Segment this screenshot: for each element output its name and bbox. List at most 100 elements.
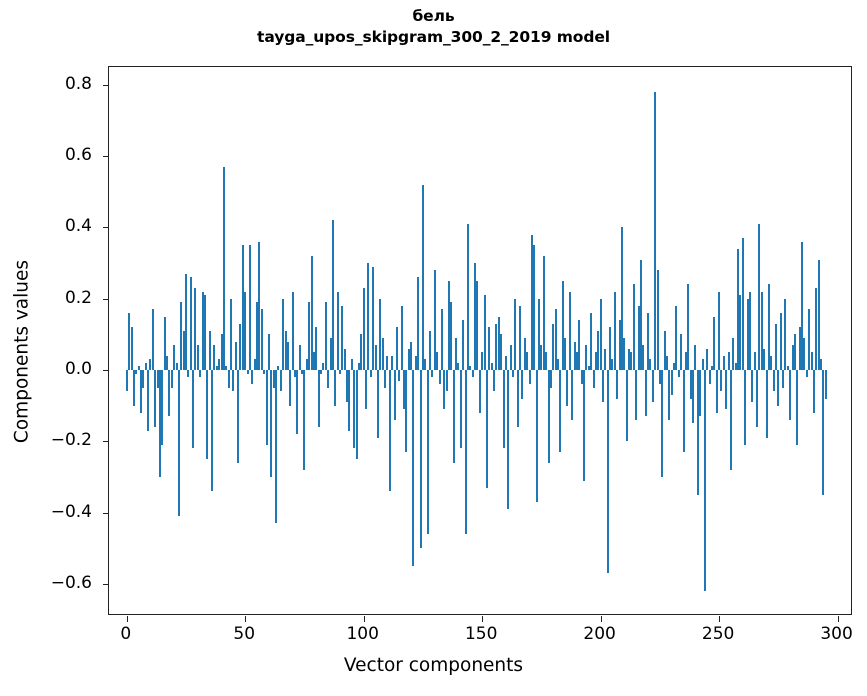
bar xyxy=(597,330,600,370)
x-axis-label: Vector components xyxy=(343,655,524,676)
bar xyxy=(433,270,436,370)
plot-axes xyxy=(103,66,852,622)
bar xyxy=(384,370,387,388)
bar xyxy=(815,288,818,370)
bar xyxy=(777,370,780,406)
bar xyxy=(635,370,638,420)
bar xyxy=(258,241,261,370)
bar xyxy=(320,370,323,374)
bar xyxy=(260,309,263,370)
bar xyxy=(713,316,716,370)
bar xyxy=(168,370,171,417)
x-tick-mark xyxy=(482,616,484,622)
x-tick-mark xyxy=(719,616,721,622)
bar xyxy=(656,270,659,370)
bar xyxy=(628,348,631,370)
bar xyxy=(222,166,225,370)
bar xyxy=(493,370,496,392)
bar xyxy=(677,370,680,378)
bar xyxy=(298,345,301,371)
bar xyxy=(341,305,344,370)
bar xyxy=(602,370,605,403)
bar xyxy=(414,355,417,370)
bar xyxy=(625,370,628,442)
chart-title-line1: бель xyxy=(412,7,455,25)
bar xyxy=(192,370,195,449)
bar xyxy=(481,352,484,370)
bar xyxy=(549,370,552,388)
bar xyxy=(289,370,292,406)
bar xyxy=(725,370,728,410)
bar xyxy=(774,323,777,371)
bar xyxy=(348,370,351,431)
bar xyxy=(779,312,782,370)
bar xyxy=(360,334,363,370)
bar xyxy=(158,370,161,477)
bar xyxy=(789,370,792,420)
bar xyxy=(331,220,334,370)
bar xyxy=(429,330,432,370)
bar xyxy=(630,352,633,370)
bar xyxy=(312,352,315,370)
bar xyxy=(308,302,311,370)
bar xyxy=(575,352,578,370)
bar xyxy=(568,291,571,370)
bar xyxy=(310,255,313,370)
bar xyxy=(611,359,614,370)
bar xyxy=(334,370,337,406)
bar xyxy=(715,370,718,413)
bar xyxy=(130,327,133,370)
bar xyxy=(488,327,491,370)
bar xyxy=(469,366,472,371)
x-tick-label: 50 xyxy=(233,624,256,644)
bar xyxy=(741,238,744,370)
bar xyxy=(395,327,398,370)
bar xyxy=(507,370,510,510)
bar xyxy=(282,298,285,371)
bar xyxy=(801,241,804,370)
bar xyxy=(132,370,135,406)
bar xyxy=(554,309,557,370)
y-axis-label: Components values xyxy=(11,259,33,444)
bar xyxy=(497,316,500,370)
bar xyxy=(275,370,278,524)
bar xyxy=(675,305,678,370)
bar xyxy=(194,288,197,370)
bar xyxy=(616,370,619,399)
x-tick-label: 100 xyxy=(346,624,379,644)
bars-container xyxy=(109,67,851,614)
y-tick-mark xyxy=(103,156,109,158)
bar xyxy=(324,302,327,370)
y-tick-label: −0.4 xyxy=(50,501,92,522)
bar xyxy=(590,312,593,370)
bar xyxy=(452,370,455,463)
bar xyxy=(196,345,199,371)
bar xyxy=(521,370,524,399)
bar xyxy=(573,341,576,371)
bar xyxy=(386,355,389,370)
bar xyxy=(580,370,583,385)
bar xyxy=(170,370,173,388)
bar xyxy=(547,370,550,463)
bar xyxy=(393,370,396,420)
bar xyxy=(495,323,498,371)
bar xyxy=(327,370,330,388)
bar xyxy=(379,298,382,371)
y-tick-mark xyxy=(103,227,109,229)
bar xyxy=(466,223,469,370)
bar xyxy=(343,348,346,370)
bar xyxy=(464,370,467,534)
bar xyxy=(270,370,273,477)
bar xyxy=(665,355,668,370)
bar xyxy=(211,370,214,492)
bar xyxy=(564,337,567,370)
bar xyxy=(128,312,131,370)
bar xyxy=(230,298,233,371)
y-tick-label: 0.6 xyxy=(64,145,92,166)
bar xyxy=(163,316,166,370)
bar xyxy=(296,370,299,435)
bar xyxy=(301,370,304,374)
bar xyxy=(519,305,522,370)
bar xyxy=(654,91,657,371)
bar xyxy=(180,302,183,370)
